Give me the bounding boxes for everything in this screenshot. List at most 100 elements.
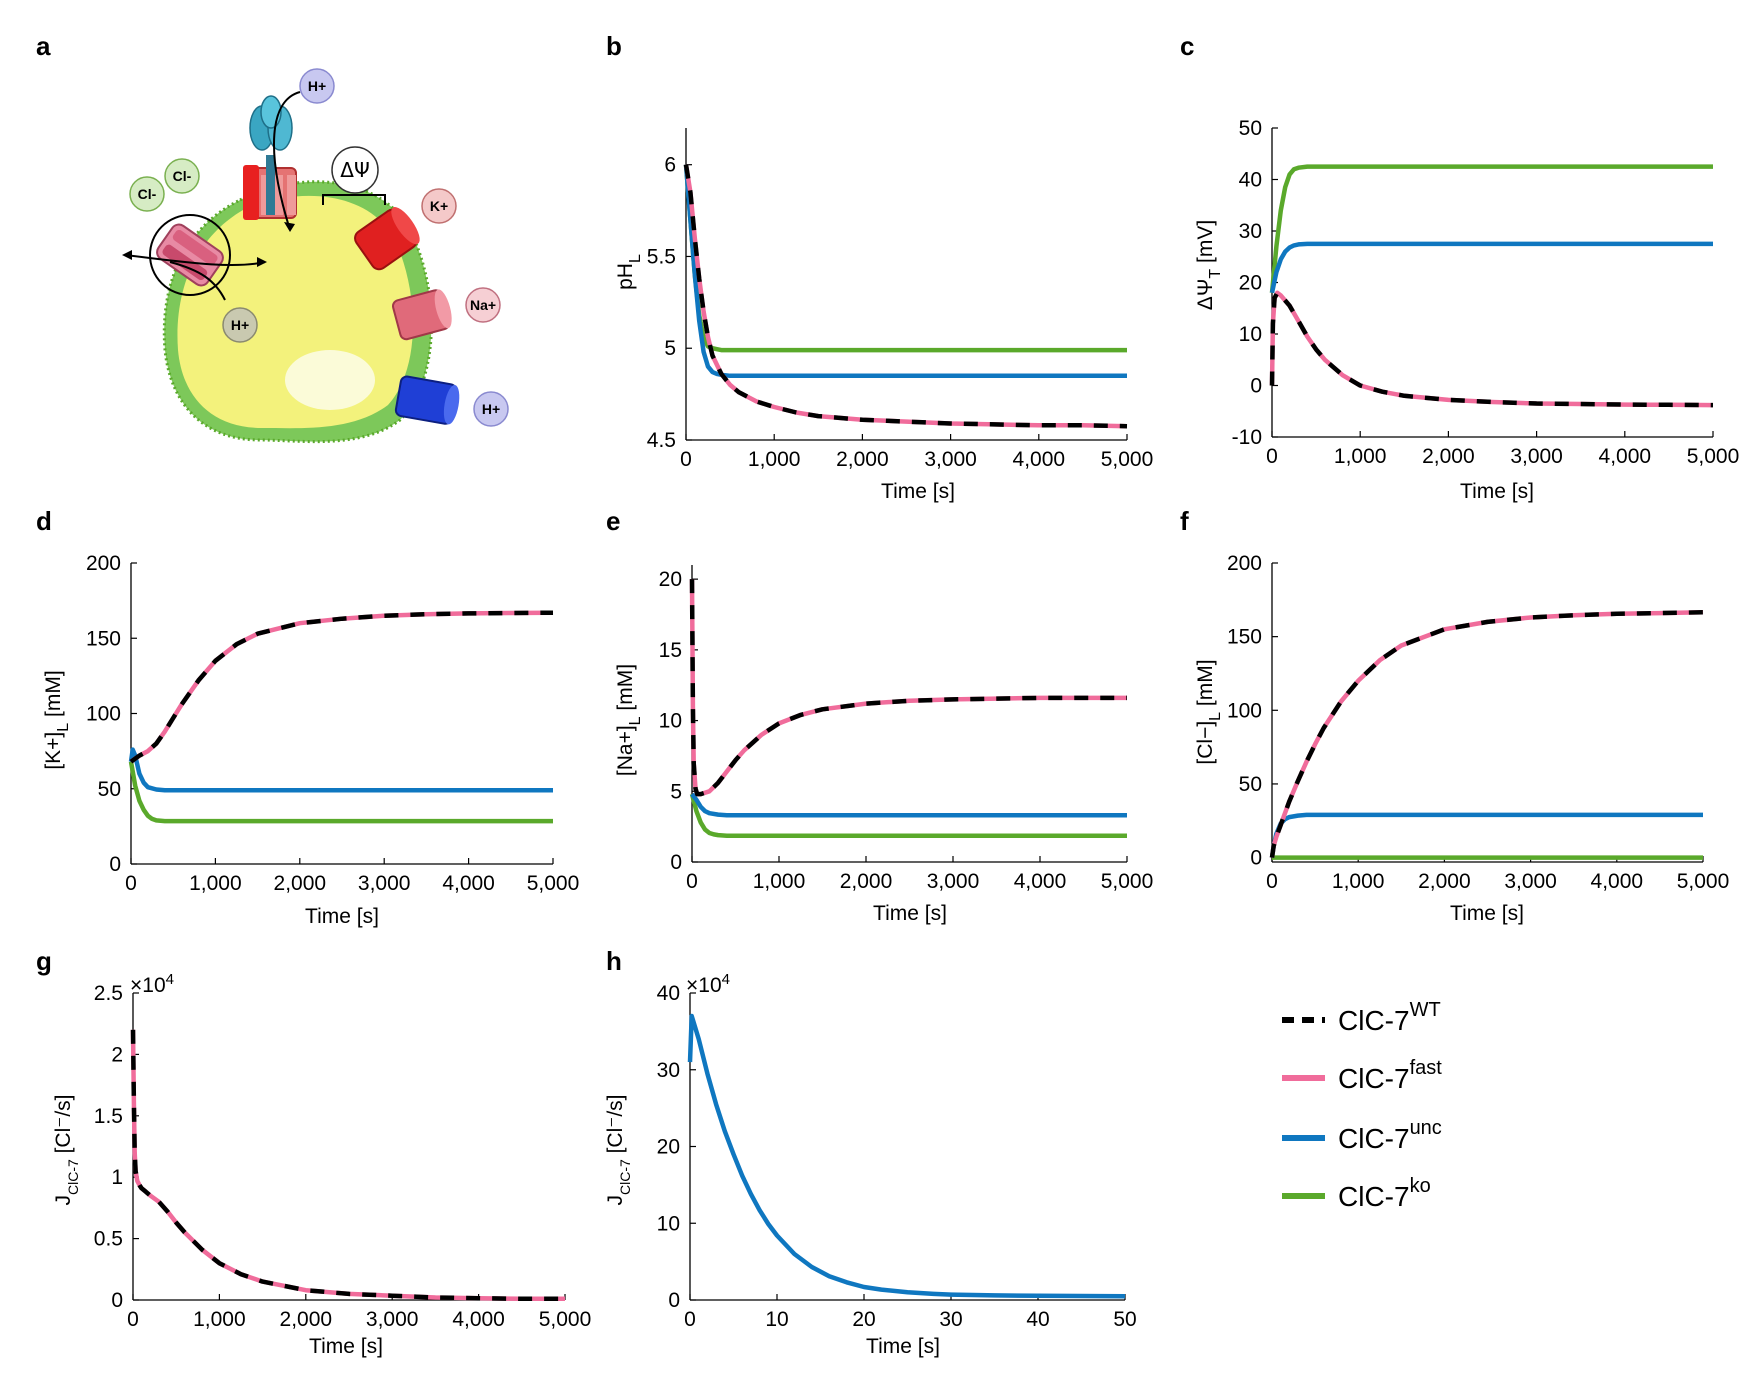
legend-item-fast: ClC-7fast (1282, 1057, 1442, 1094)
y-tick-label-d: 50 (98, 778, 121, 801)
ion-cl-2 (164, 158, 200, 194)
series-line-unc-e (690, 792, 1127, 818)
series-line-unc-d (128, 747, 553, 793)
panel-label-e: e (606, 506, 620, 536)
y-tick-label-f: 100 (1227, 699, 1262, 722)
y-axis-label-h-main: J (604, 1195, 627, 1206)
series-line-ko-b (683, 164, 1127, 353)
x-axis-label-g: Time [s] (309, 1335, 383, 1358)
legend-label-wt-sup: WT (1410, 999, 1441, 1021)
panel-label-b: b (606, 31, 622, 61)
x-tick-label-d: 5,000 (527, 872, 580, 895)
x-tick-label-c: 1,000 (1334, 445, 1387, 468)
ion-k-label: K+ (430, 198, 448, 214)
proton-arrow-in (273, 91, 301, 231)
x-tick-label-d: 4,000 (442, 872, 495, 895)
y-tick-label-c: 10 (1239, 323, 1262, 346)
x-tick-label-g: 3,000 (366, 1308, 419, 1331)
panel-label-f: f (1180, 506, 1189, 536)
ion-h-left-label: H+ (231, 317, 249, 333)
y-axis-label-h: JClC-7 [Cl⁻/s] (604, 1094, 633, 1205)
exponent-h-base: ×10 (686, 974, 722, 997)
x-axis-label-c: Time [s] (1460, 480, 1534, 503)
x-axis-label-d: Time [s] (305, 905, 379, 928)
proton-arrow-in-head (284, 222, 295, 232)
x-tick-label-g: 5,000 (539, 1308, 592, 1331)
y-tick-label-h: 40 (657, 982, 680, 1005)
lysosome-diagram: H+ ΔΨ K+ Na+ H+ (122, 68, 509, 444)
x-tick-label-b: 3,000 (924, 448, 977, 471)
x-axis-label-e: Time [s] (873, 902, 947, 925)
y-tick-label-c: 0 (1250, 375, 1262, 398)
y-tick-label-f: 0 (1250, 847, 1262, 870)
y-axis-label-c: ΔΨT [mV] (1194, 220, 1224, 310)
legend-label-unc-sup: unc (1410, 1117, 1442, 1139)
x-tick-label-g: 0 (127, 1308, 139, 1331)
chart-panel-f: 0 1,000 2,000 3,000 4,000 5,000 0 50 100 150 200 T… (1194, 552, 1729, 925)
series-line-wt-f (1269, 610, 1704, 858)
chart-panel-d: 0 1,000 2,000 3,000 4,000 5,000 0 50 100 150 200 T… (42, 552, 579, 928)
y-tick-label-h: 0 (668, 1289, 680, 1312)
x-tick-label-h: 30 (939, 1308, 962, 1331)
y-tick-label-c: 30 (1239, 220, 1262, 243)
x-tick-label-h: 40 (1026, 1308, 1049, 1331)
y-tick-label-c: -10 (1232, 426, 1262, 449)
y-tick-label-b: 5 (664, 337, 676, 360)
y-axis-label-g: JClC-7 [Cl⁻/s] (52, 1094, 81, 1205)
y-tick-label-h: 30 (657, 1059, 680, 1082)
y-axis-label-c-sub: T (1207, 269, 1224, 279)
plot-area-f: 0 1,000 2,000 3,000 4,000 5,000 0 50 100 150 200 (1227, 552, 1729, 893)
y-axis-label-f-main: [Cl−] (1194, 721, 1217, 765)
ion-h-top (299, 68, 335, 104)
clc7-arrow-cl-head (122, 250, 132, 260)
series-line-unc-f (1269, 812, 1703, 858)
y-axis-label-h-sub: ClC-7 (617, 1159, 633, 1195)
h-channel (394, 375, 460, 425)
series-line-ko-e (689, 793, 1127, 839)
ion-na (465, 287, 501, 323)
y-tick-label-e: 5 (670, 780, 682, 803)
y-tick-label-d: 150 (86, 627, 121, 650)
y-axis-label-c-unit: [mV] (1194, 220, 1217, 269)
legend-item-unc: ClC-7unc (1282, 1117, 1442, 1154)
y-tick-label-d: 100 (86, 703, 121, 726)
x-tick-label-b: 0 (680, 448, 692, 471)
panel-label-a: a (36, 31, 51, 61)
series-line-fast-g (130, 1029, 565, 1302)
series-line-fast-c (1269, 290, 1714, 408)
y-tick-label-f: 200 (1227, 552, 1262, 575)
lumen-highlight (285, 350, 375, 410)
exponent-h-power: 4 (722, 971, 730, 988)
legend-item-wt: ClC-7WT (1282, 999, 1441, 1036)
series-line-fast-d (129, 610, 554, 764)
potential-bracket (322, 194, 386, 205)
x-tick-label-b: 1,000 (748, 448, 801, 471)
x-axis-label-b: Time [s] (881, 480, 955, 503)
x-tick-label-e: 5,000 (1101, 870, 1154, 893)
y-axis-label-g-sub: ClC-7 (65, 1159, 81, 1195)
panel-label-d: d (36, 506, 52, 536)
clc7-highlight-circle (149, 214, 231, 296)
k-channel (354, 207, 420, 271)
y-tick-label-b: 5.5 (647, 245, 676, 268)
y-axis-label-d: [K+]L [mM] (42, 670, 72, 769)
potential-circle (331, 146, 379, 194)
y-tick-label-d: 0 (109, 853, 121, 876)
clc7-arrow-h (169, 261, 226, 301)
series-line-ko-c (1269, 164, 1713, 294)
y-axis-label-d-sub: L (55, 723, 72, 732)
x-tick-label-b: 4,000 (1013, 448, 1066, 471)
x-axis-label-f: Time [s] (1450, 902, 1524, 925)
series-line-fast-b (683, 164, 1128, 429)
x-tick-label-c: 0 (1266, 445, 1278, 468)
ion-k (421, 188, 457, 224)
x-tick-label-f: 2,000 (1418, 870, 1471, 893)
legend: ClC-7WT ClC-7fast ClC-7unc ClC-7ko (1282, 999, 1442, 1212)
plot-area-h: 0 10 20 30 40 50 0 10 20 30 40 (657, 982, 1137, 1331)
chart-panel-b: 0 1,000 2,000 3,000 4,000 5,000 4.5 5 5.5 6 Time … (614, 128, 1153, 503)
series-line-fast-f (1269, 610, 1704, 858)
y-tick-label-g: 2 (111, 1043, 123, 1066)
series-line-wt-c (1269, 290, 1714, 408)
exponent-g: ×104 (130, 971, 174, 997)
